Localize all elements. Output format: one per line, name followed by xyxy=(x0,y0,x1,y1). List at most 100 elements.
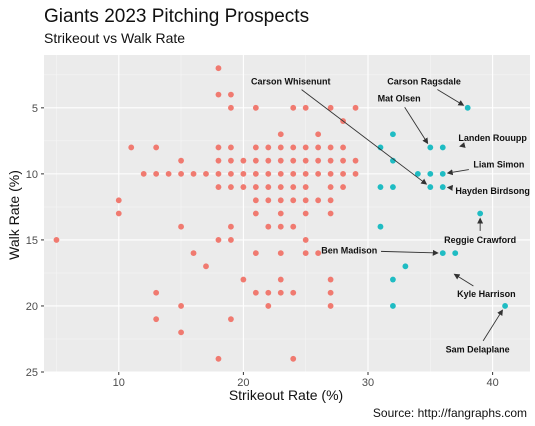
point-other xyxy=(315,157,322,164)
point-highlight xyxy=(377,223,384,230)
point-other xyxy=(252,104,259,111)
point-other xyxy=(228,157,234,164)
point-other xyxy=(302,144,309,151)
point-other xyxy=(128,144,135,151)
point-other xyxy=(228,144,234,151)
point-other xyxy=(290,197,297,204)
annotation-label: Sam Delaplane xyxy=(446,345,510,355)
point-highlight xyxy=(402,263,409,270)
point-other xyxy=(340,170,346,177)
point-other xyxy=(340,144,346,151)
point-other xyxy=(290,223,297,230)
annotation-arrow xyxy=(459,142,466,148)
point-other xyxy=(228,104,234,111)
point-highlight xyxy=(464,104,471,111)
point-other xyxy=(277,223,284,230)
point-highlight xyxy=(390,131,396,138)
x-tick-label: 20 xyxy=(237,377,249,389)
point-highlight xyxy=(390,157,396,164)
y-axis-title: Walk Rate (%) xyxy=(6,170,22,260)
annotation-arrow xyxy=(453,273,474,287)
annotation-arrow xyxy=(404,107,429,145)
point-other xyxy=(352,104,359,111)
point-highlight xyxy=(502,303,508,309)
point-other xyxy=(252,184,259,190)
point-other xyxy=(290,289,297,296)
point-other xyxy=(302,184,309,190)
annotation-arrow xyxy=(437,89,465,106)
point-other xyxy=(178,303,184,309)
point-other xyxy=(277,131,284,138)
point-other xyxy=(240,157,247,164)
point-other xyxy=(302,197,309,204)
point-other xyxy=(302,170,309,177)
point-other xyxy=(290,144,297,151)
annotation-label: Carson Ragsdale xyxy=(387,76,461,86)
point-highlight xyxy=(377,184,384,190)
point-other xyxy=(327,276,334,283)
point-highlight xyxy=(427,170,434,177)
chart-subtitle: Strikeout vs Walk Rate xyxy=(44,30,186,46)
point-other xyxy=(315,144,322,151)
chart-caption: Source: http://fangraphs.com xyxy=(372,406,527,420)
annotation-label: Reggie Crawford xyxy=(444,235,516,245)
point-other xyxy=(203,170,209,177)
point-other xyxy=(165,170,172,177)
point-other xyxy=(265,170,272,177)
point-other xyxy=(290,104,297,111)
x-axis-title: Strikeout Rate (%) xyxy=(229,387,343,403)
point-other xyxy=(327,197,334,204)
point-other xyxy=(215,184,222,190)
annotation-label: Liam Simon xyxy=(473,160,524,170)
point-other xyxy=(302,237,309,243)
point-other xyxy=(153,289,160,296)
point-highlight xyxy=(427,184,434,190)
point-other xyxy=(215,144,222,151)
point-other xyxy=(327,184,334,190)
point-other xyxy=(240,184,247,190)
point-other xyxy=(290,170,297,177)
point-other xyxy=(327,210,334,217)
axes: 10 20 30 40 5 10 15 20 25 xyxy=(26,103,499,389)
point-other xyxy=(115,210,122,217)
point-highlight xyxy=(414,170,421,177)
point-other xyxy=(277,210,284,217)
point-other xyxy=(115,197,122,204)
point-other xyxy=(327,104,334,111)
point-other xyxy=(265,289,272,296)
y-tick-label: 5 xyxy=(32,103,38,115)
x-tick-label: 10 xyxy=(113,377,125,389)
y-tick-label: 25 xyxy=(26,367,38,379)
point-other xyxy=(252,157,259,164)
point-other xyxy=(290,355,297,362)
point-highlight xyxy=(439,250,446,257)
annotation-label: Carson Whisenunt xyxy=(251,76,331,86)
point-other xyxy=(265,197,272,204)
y-tick-label: 20 xyxy=(26,301,38,313)
point-other xyxy=(252,210,259,217)
point-other xyxy=(178,157,184,164)
point-other xyxy=(215,355,222,362)
annotations: Carson Whisenunt Carson Ragsdale Mat Olsen… xyxy=(251,76,530,354)
point-other xyxy=(190,250,197,257)
point-other xyxy=(277,289,284,296)
point-other xyxy=(277,170,284,177)
annotation-label: Mat Olsen xyxy=(378,94,421,104)
point-other xyxy=(153,170,160,177)
minor-gridlines xyxy=(44,55,530,372)
annotation-arrow xyxy=(380,249,439,256)
point-other xyxy=(228,184,234,190)
y-tick-label: 15 xyxy=(26,235,38,247)
point-other xyxy=(53,237,60,243)
point-other xyxy=(302,250,309,257)
point-other xyxy=(265,303,272,309)
point-other xyxy=(240,170,247,177)
annotation-label: Landen Rouupp xyxy=(458,133,527,143)
point-other xyxy=(302,210,309,217)
major-gridlines xyxy=(44,55,530,373)
point-other xyxy=(277,184,284,190)
point-other xyxy=(265,184,272,190)
point-other xyxy=(265,157,272,164)
point-other xyxy=(215,157,222,164)
